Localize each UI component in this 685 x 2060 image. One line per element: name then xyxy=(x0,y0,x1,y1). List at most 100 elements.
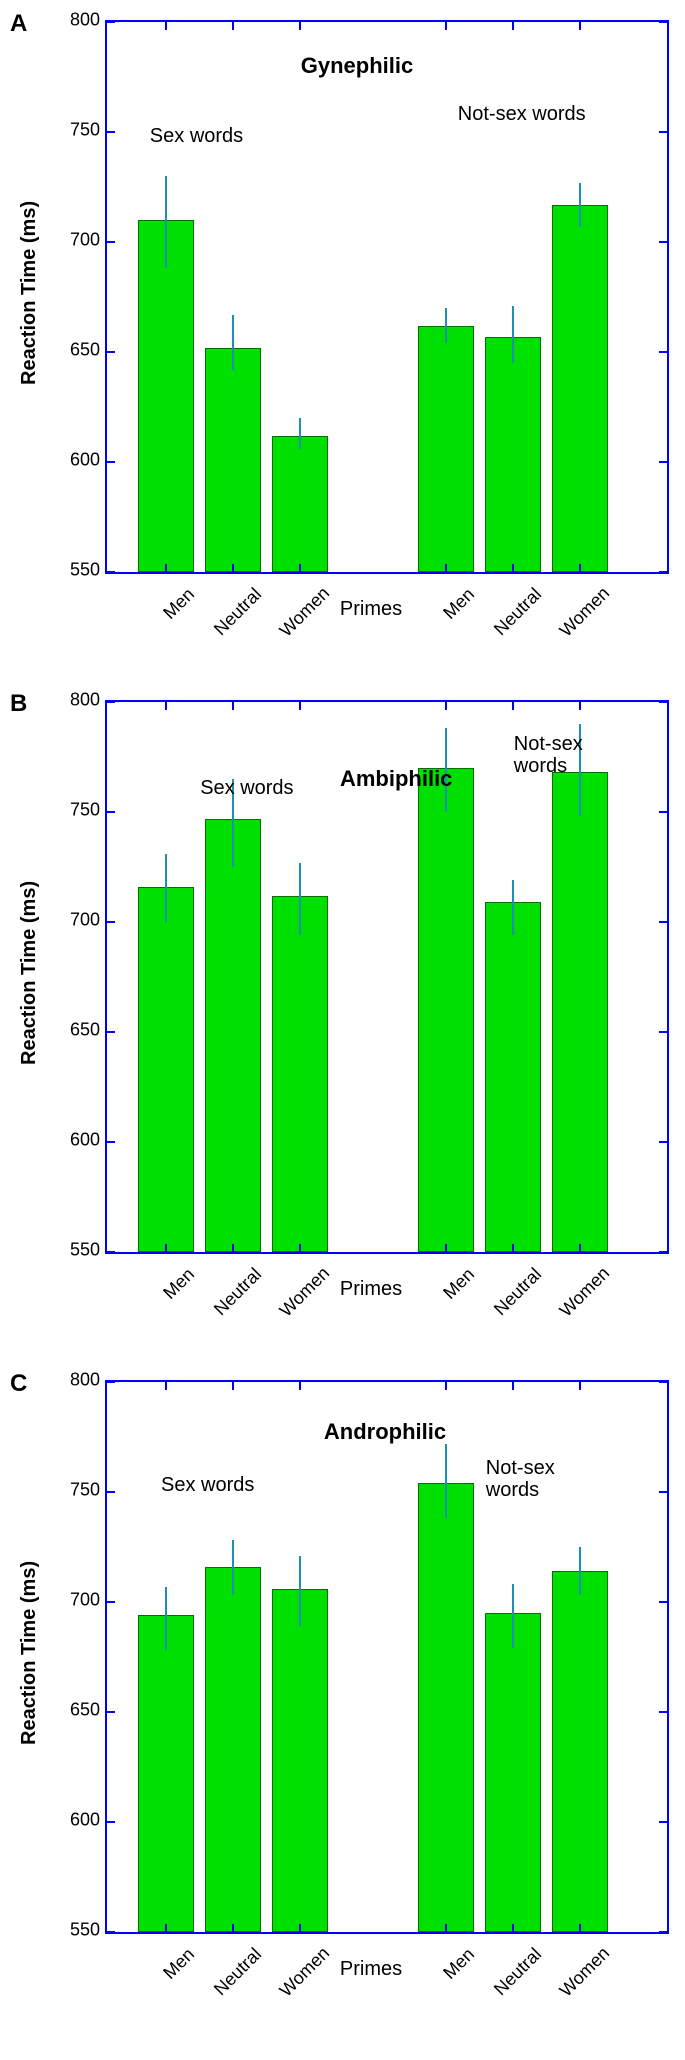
bar xyxy=(272,436,328,572)
y-tick-mark xyxy=(107,1601,115,1603)
y-tick-label: 700 xyxy=(70,230,100,251)
x-tick-mark xyxy=(299,22,301,30)
y-tick-mark xyxy=(659,131,667,133)
x-tick-mark xyxy=(579,1244,581,1252)
y-tick-mark xyxy=(659,241,667,243)
bar xyxy=(138,887,194,1252)
x-category-label: Neutral xyxy=(489,1944,546,2001)
x-category-label: Women xyxy=(276,584,333,641)
x-axis-label: Primes xyxy=(340,1958,402,1981)
x-category-label: Neutral xyxy=(489,1264,546,1321)
chart-panel-c: CReaction Time (ms)550600650700750800Men… xyxy=(10,1370,675,2040)
y-tick-mark xyxy=(659,1251,667,1253)
y-tick-mark xyxy=(107,1821,115,1823)
chart-panel-b: BReaction Time (ms)550600650700750800Men… xyxy=(10,690,675,1360)
y-tick-mark xyxy=(107,811,115,813)
y-tick-label: 650 xyxy=(70,1020,100,1041)
error-bar xyxy=(165,176,167,268)
y-tick-label: 550 xyxy=(70,560,100,581)
y-tick-mark xyxy=(659,1931,667,1933)
group-label-left: Sex words xyxy=(150,125,243,148)
y-tick-label: 750 xyxy=(70,120,100,141)
bar xyxy=(272,896,328,1252)
x-tick-mark xyxy=(445,22,447,30)
y-tick-mark xyxy=(659,21,667,23)
x-tick-mark xyxy=(579,1382,581,1390)
bar xyxy=(138,1615,194,1932)
panel-letter: C xyxy=(10,1370,27,1398)
x-tick-mark xyxy=(579,564,581,572)
chart-panel-a: AReaction Time (ms)550600650700750800Men… xyxy=(10,10,675,680)
y-tick-mark xyxy=(107,701,115,703)
y-axis-label: Reaction Time (ms) xyxy=(18,881,41,1065)
x-category-label: Neutral xyxy=(209,1944,266,2001)
x-tick-mark xyxy=(165,702,167,710)
error-bar xyxy=(165,1587,167,1651)
x-category-label: Women xyxy=(276,1944,333,2001)
error-bar xyxy=(232,315,234,370)
y-axis-label: Reaction Time (ms) xyxy=(18,201,41,385)
error-bar xyxy=(445,308,447,343)
group-label-right: Not-sexwords xyxy=(486,1457,555,1501)
bar xyxy=(272,1589,328,1932)
y-tick-label: 650 xyxy=(70,1700,100,1721)
bar xyxy=(552,1571,608,1932)
panel-letter: B xyxy=(10,690,27,718)
x-tick-mark xyxy=(579,22,581,30)
panel-title: Ambiphilic xyxy=(340,766,452,792)
group-label-right: Not-sexwords xyxy=(514,733,583,777)
y-tick-mark xyxy=(107,131,115,133)
y-tick-mark xyxy=(659,1031,667,1033)
error-bar xyxy=(579,1547,581,1595)
bar xyxy=(205,1567,261,1932)
y-tick-mark xyxy=(107,461,115,463)
x-tick-mark xyxy=(165,22,167,30)
x-tick-mark xyxy=(299,702,301,710)
x-tick-mark xyxy=(232,1244,234,1252)
x-category-label: Women xyxy=(556,1944,613,2001)
x-tick-mark xyxy=(512,564,514,572)
error-bar xyxy=(445,1444,447,1519)
y-tick-mark xyxy=(659,1821,667,1823)
y-tick-mark xyxy=(659,351,667,353)
y-tick-mark xyxy=(659,461,667,463)
y-tick-label: 700 xyxy=(70,1590,100,1611)
y-tick-mark xyxy=(659,1491,667,1493)
group-label-right: Not-sex words xyxy=(458,103,586,126)
bar xyxy=(418,768,474,1252)
x-category-label: Men xyxy=(421,1264,478,1321)
y-tick-mark xyxy=(659,701,667,703)
y-tick-mark xyxy=(107,1031,115,1033)
group-label-left: Sex words xyxy=(161,1474,254,1497)
error-bar xyxy=(579,183,581,227)
x-tick-mark xyxy=(299,1244,301,1252)
x-tick-mark xyxy=(512,22,514,30)
x-tick-mark xyxy=(299,1382,301,1390)
panel-title: Gynephilic xyxy=(301,53,413,79)
y-tick-mark xyxy=(107,241,115,243)
x-tick-mark xyxy=(232,1924,234,1932)
y-tick-label: 750 xyxy=(70,1480,100,1501)
x-category-label: Women xyxy=(556,584,613,641)
y-tick-label: 550 xyxy=(70,1240,100,1261)
y-tick-mark xyxy=(107,1491,115,1493)
x-tick-mark xyxy=(445,1382,447,1390)
bar xyxy=(138,220,194,572)
x-tick-mark xyxy=(165,1382,167,1390)
error-bar xyxy=(299,418,301,449)
x-category-label: Women xyxy=(556,1264,613,1321)
y-tick-mark xyxy=(659,1381,667,1383)
x-tick-mark xyxy=(445,564,447,572)
bar xyxy=(552,772,608,1252)
x-axis-label: Primes xyxy=(340,598,402,621)
bar xyxy=(205,819,261,1252)
y-tick-label: 600 xyxy=(70,450,100,471)
x-tick-mark xyxy=(232,702,234,710)
error-bar xyxy=(512,306,514,363)
x-category-label: Neutral xyxy=(489,584,546,641)
x-tick-mark xyxy=(232,22,234,30)
x-tick-mark xyxy=(299,1924,301,1932)
bar xyxy=(485,1613,541,1932)
x-category-label: Neutral xyxy=(209,584,266,641)
x-tick-mark xyxy=(232,564,234,572)
